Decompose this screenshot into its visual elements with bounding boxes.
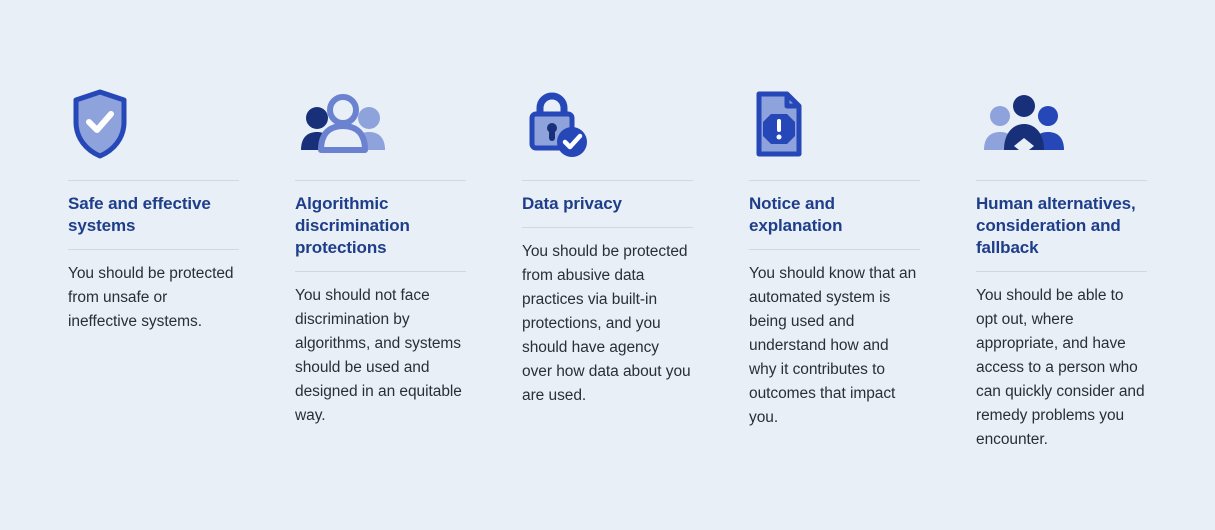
card-body: You should be able to opt out, where app… bbox=[976, 284, 1147, 452]
divider bbox=[295, 271, 466, 272]
divider bbox=[749, 249, 920, 250]
card-body: You should not face discrimination by al… bbox=[295, 284, 466, 428]
divider bbox=[749, 180, 920, 181]
divider bbox=[68, 180, 239, 181]
card-notice: Notice and explanation You should know t… bbox=[749, 80, 920, 490]
card-body: You should be protected from abusive dat… bbox=[522, 240, 693, 408]
card-safe-systems: Safe and effective systems You should be… bbox=[68, 80, 239, 490]
divider bbox=[976, 271, 1147, 272]
card-title: Safe and effective systems bbox=[68, 193, 239, 237]
people-connect-icon bbox=[976, 80, 1147, 160]
card-title: Human alternatives, consideration and fa… bbox=[976, 193, 1147, 259]
divider bbox=[522, 180, 693, 181]
card-algorithmic: Algorithmic discrimination protections Y… bbox=[295, 80, 466, 490]
card-body: You should be protected from unsafe or i… bbox=[68, 262, 239, 334]
card-title: Data privacy bbox=[522, 193, 693, 215]
card-title: Notice and explanation bbox=[749, 193, 920, 237]
card-human-alt: Human alternatives, consideration and fa… bbox=[976, 80, 1147, 490]
divider bbox=[68, 249, 239, 250]
card-title: Algorithmic discrimination protections bbox=[295, 193, 466, 259]
card-body: You should know that an automated system… bbox=[749, 262, 920, 430]
shield-check-icon bbox=[68, 80, 239, 160]
lock-check-icon bbox=[522, 80, 693, 160]
card-privacy: Data privacy You should be protected fro… bbox=[522, 80, 693, 490]
divider bbox=[522, 227, 693, 228]
infographic-row: Safe and effective systems You should be… bbox=[0, 0, 1215, 530]
divider bbox=[295, 180, 466, 181]
document-alert-icon bbox=[749, 80, 920, 160]
divider bbox=[976, 180, 1147, 181]
people-algorithm-icon bbox=[295, 80, 466, 160]
